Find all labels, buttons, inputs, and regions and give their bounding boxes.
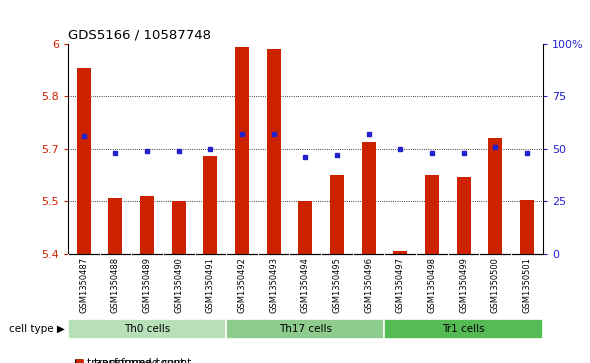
Bar [425, 175, 439, 254]
Bar [330, 175, 344, 254]
Bar [362, 142, 376, 254]
Bar [488, 138, 503, 254]
Bar [520, 200, 534, 254]
Bar [267, 49, 281, 254]
Text: GSM1350490: GSM1350490 [174, 257, 183, 313]
Bar [235, 47, 249, 254]
Bar [203, 156, 218, 254]
Text: GSM1350500: GSM1350500 [491, 257, 500, 313]
Text: Tr1 cells: Tr1 cells [442, 325, 485, 334]
Text: GSM1350499: GSM1350499 [459, 257, 468, 313]
Text: GSM1350491: GSM1350491 [206, 257, 215, 313]
Text: ■ transformed count: ■ transformed count [74, 358, 184, 363]
Text: GSM1350489: GSM1350489 [143, 257, 152, 313]
Text: ■: ■ [74, 358, 84, 363]
Text: GDS5166 / 10587748: GDS5166 / 10587748 [68, 28, 211, 41]
Text: cell type ▶: cell type ▶ [9, 325, 65, 334]
Text: Th0 cells: Th0 cells [124, 325, 170, 334]
Bar [226, 319, 385, 339]
Text: GSM1350496: GSM1350496 [364, 257, 373, 313]
Text: GSM1350494: GSM1350494 [301, 257, 310, 313]
Text: GSM1350493: GSM1350493 [269, 257, 278, 313]
Bar [172, 201, 186, 254]
Bar [385, 319, 543, 339]
Text: GSM1350501: GSM1350501 [523, 257, 532, 313]
Text: GSM1350492: GSM1350492 [238, 257, 247, 313]
Text: transformed count: transformed count [94, 358, 192, 363]
Bar [457, 177, 471, 254]
Bar [77, 68, 91, 254]
Bar [140, 196, 154, 254]
Text: GSM1350495: GSM1350495 [333, 257, 342, 313]
Text: GSM1350498: GSM1350498 [428, 257, 437, 313]
Text: GSM1350488: GSM1350488 [111, 257, 120, 313]
Text: GSM1350497: GSM1350497 [396, 257, 405, 313]
Bar [108, 198, 123, 254]
Bar [298, 201, 313, 254]
Text: Th17 cells: Th17 cells [279, 325, 332, 334]
Text: GSM1350487: GSM1350487 [79, 257, 88, 313]
Bar [68, 319, 226, 339]
Bar [393, 250, 408, 254]
